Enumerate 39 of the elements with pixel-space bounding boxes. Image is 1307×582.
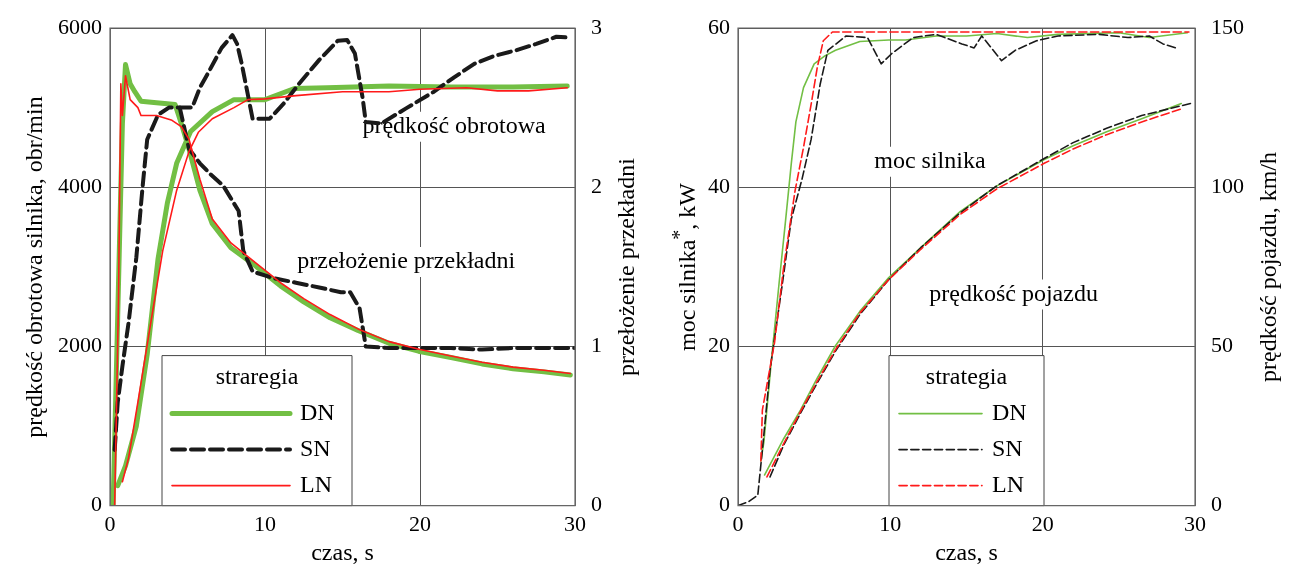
legend-label: DN: [992, 398, 1027, 425]
legend-title: straregia: [215, 362, 299, 389]
legend-label: SN: [992, 434, 1023, 461]
y2-tick-label: 50: [1211, 332, 1233, 358]
x-tick-label: 20: [1031, 510, 1054, 536]
y-tick-label: 60: [708, 13, 730, 39]
y2-tick-label: 0: [1211, 491, 1222, 517]
y2-axis-title: prędkość pojazdu, km/h: [1255, 151, 1281, 382]
x-tick-label: 20: [409, 510, 431, 536]
y-tick-label: 4000: [58, 172, 102, 198]
annotation: przełożenie przekładni: [297, 247, 516, 274]
y2-tick-label: 0: [591, 491, 602, 517]
legend-label: SN: [300, 434, 331, 461]
x-tick-label: 30: [564, 510, 586, 536]
legend-label: DN: [300, 398, 335, 425]
y2-tick-label: 3: [591, 13, 602, 39]
y-tick-label: 40: [708, 172, 730, 198]
y-tick-label: 2000: [58, 332, 102, 358]
legend-label: LN: [300, 470, 332, 497]
y-tick-label: 20: [708, 332, 730, 358]
y2-tick-label: 150: [1211, 13, 1244, 39]
x-axis-title: czas, s: [311, 539, 374, 565]
y2-tick-label: 1: [591, 332, 602, 358]
x-tick-label: 30: [1184, 510, 1206, 536]
y2-tick-label: 100: [1211, 172, 1244, 198]
y2-tick-label: 2: [591, 172, 602, 198]
y-tick-label: 0: [91, 491, 102, 517]
x-tick-label: 10: [879, 510, 902, 536]
annotation: prędkość obrotowa: [362, 112, 547, 139]
annotation: prędkość pojazdu: [929, 279, 1098, 306]
annotation: moc silnika: [874, 147, 986, 174]
y-tick-label: 0: [719, 491, 730, 517]
legend-label: LN: [992, 470, 1024, 497]
x-axis-title: czas, s: [935, 539, 998, 565]
y2-axis-title: przełożenie przekładni: [613, 157, 639, 376]
legend-title: strategia: [925, 362, 1008, 389]
x-tick-label: 10: [254, 510, 276, 536]
y-tick-label: 6000: [58, 13, 102, 39]
y-axis-title: prędkość obrotowa silnika, obr/min: [21, 96, 47, 438]
